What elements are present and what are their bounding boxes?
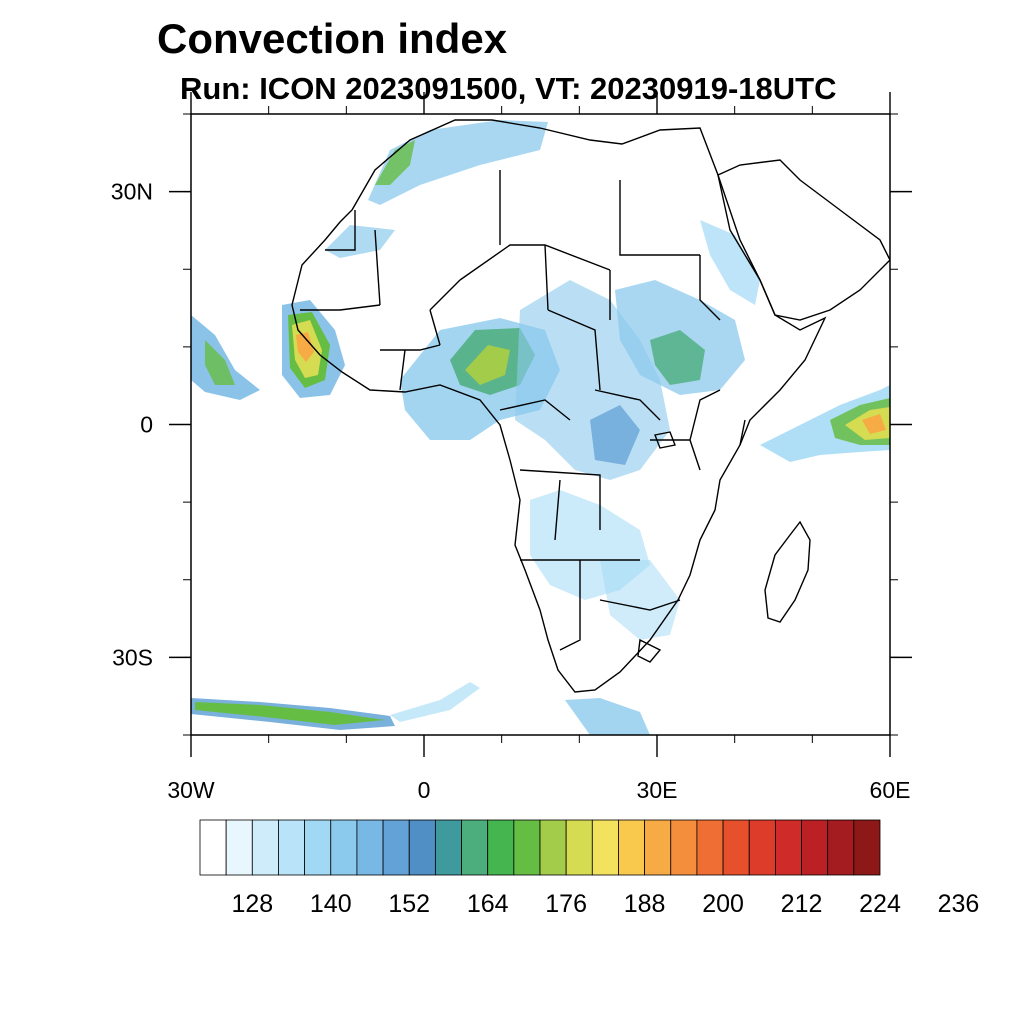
convection-peak-nigeria [465,345,510,385]
colorbar-label: 200 [702,890,744,918]
colorbar-label: 224 [859,890,901,918]
colorbar-box [278,819,306,876]
plot-frame [190,113,891,736]
colorbar: 128 140 152 164 176 188 200 212 224 236 [199,819,980,918]
colorbar-box [461,819,489,876]
convection-area-south-atlantic-tail [390,682,480,722]
y-tick-label: 30N [111,179,153,205]
colorbar-box [251,819,279,876]
colorbar-box [774,819,802,876]
arabian-peninsula [717,159,890,321]
colorbar-label: 164 [467,890,509,918]
colorbar-box [356,819,384,876]
y-tick-label: 30S [112,644,153,670]
colorbar-label: 176 [545,890,587,918]
colorbar-box [722,819,750,876]
colorbar-box [330,819,358,876]
colorbar-box [382,819,410,876]
madagascar [764,520,811,623]
x-tick-label: 60E [870,777,911,803]
colorbar-box [408,819,436,876]
colorbar-box [801,819,829,876]
borders [291,119,890,693]
y-tick-label: 0 [140,412,153,438]
colorbar-label: 152 [388,890,430,918]
colorbar-box [670,819,698,876]
convection-core-atlantic [205,340,235,385]
lake-victoria [654,431,676,449]
colorbar-box [225,819,253,876]
colorbar-box [565,819,593,876]
convection-area-redsea [700,220,760,305]
country-borders [300,170,746,663]
colorbar-label: 236 [938,890,980,918]
convection-core-south-atlantic [195,702,385,725]
colorbar-box [487,819,515,876]
convection-area-sahara-west [325,225,395,258]
convection-area-atlantic [191,315,260,400]
run-subtitle: Run: ICON 2023091500, VT: 20230919-18UTC [180,71,837,106]
convection-core-ethiopia [650,330,705,385]
convection-field [191,120,890,735]
colorbar-box [644,819,672,876]
colorbar-box [618,819,646,876]
x-tick-label: 0 [418,777,431,803]
colorbar-label: 188 [624,890,666,918]
convection-max-indian-ocean [862,414,886,434]
colorbar-label: 140 [310,890,352,918]
chart-title: Convection index [157,15,508,62]
x-axis: 30W 0 30E 60E [167,92,910,803]
x-tick-label: 30E [637,777,678,803]
colorbar-box [748,819,776,876]
colorbar-box [827,819,855,876]
colorbar-box [539,819,567,876]
colorbar-box [853,819,881,876]
colorbar-box [199,819,227,876]
convection-area-zambia [600,560,680,640]
colorbar-box [434,819,462,876]
y-axis: 30N 0 30S [111,113,912,736]
colorbar-box [591,819,619,876]
convection-core-central [590,405,640,465]
convection-core-atlas [375,140,415,185]
colorbar-box [304,819,332,876]
colorbar-label: 212 [781,890,823,918]
colorbar-box [696,819,724,876]
colorbar-label: 128 [231,890,273,918]
convection-area-cape [565,698,650,735]
colorbar-box [513,819,541,876]
convection-max-senegal [296,332,314,362]
x-tick-label: 30W [167,777,215,803]
